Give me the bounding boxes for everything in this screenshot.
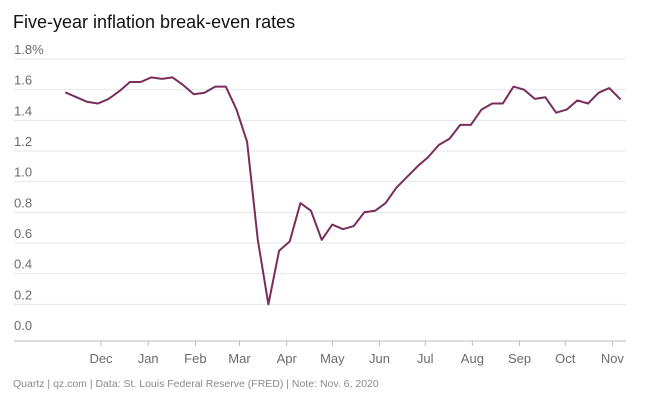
data-point [491, 103, 493, 105]
x-tick-label: Nov [601, 351, 625, 366]
x-tick-label: May [320, 351, 345, 366]
data-point [395, 187, 397, 189]
data-point [278, 250, 280, 252]
data-point [608, 87, 610, 89]
data-point [246, 141, 248, 143]
data-point [353, 225, 355, 227]
data-point [534, 98, 536, 100]
data-point [544, 96, 546, 98]
y-tick-label: 1.2 [14, 134, 32, 149]
y-tick-label: 0.2 [14, 287, 32, 302]
data-point [182, 84, 184, 86]
data-point [257, 239, 259, 241]
series-layer [65, 76, 621, 306]
data-point [289, 241, 291, 243]
data-point [523, 89, 525, 91]
y-tick-label: 0.8 [14, 195, 32, 210]
y-axis-labels: 0.0 0.2 0.4 0.6 0.8 1.0 1.2 1.4 1.6 1.8% [14, 42, 44, 333]
data-point [363, 211, 365, 213]
x-tick-label: Feb [184, 351, 206, 366]
data-point [385, 202, 387, 204]
x-tick-label: Mar [228, 351, 251, 366]
data-point [172, 76, 174, 78]
data-point [427, 156, 429, 158]
y-tick-label: 0.0 [14, 318, 32, 333]
y-tick-label: 0.6 [14, 226, 32, 241]
x-tick-label: Aug [461, 351, 484, 366]
source-note: Quartz | qz.com | Data: St. Louis Federa… [13, 378, 379, 390]
data-point [140, 81, 142, 83]
data-point [76, 96, 78, 98]
data-point [299, 202, 301, 204]
x-tick-label: Jan [138, 351, 159, 366]
y-tick-label: 0.4 [14, 257, 32, 272]
data-point [214, 86, 216, 88]
data-point [65, 92, 67, 94]
data-point [236, 109, 238, 111]
y-tick-label: 1.6 [14, 73, 32, 88]
data-point [576, 99, 578, 101]
x-tick-label: Jun [369, 351, 390, 366]
data-point [598, 92, 600, 94]
data-point [118, 90, 120, 92]
data-point [374, 210, 376, 212]
data-point [449, 138, 451, 140]
data-point [619, 98, 621, 100]
data-point [481, 109, 483, 111]
data-point [470, 124, 472, 126]
data-point [108, 98, 110, 100]
data-point [555, 112, 557, 114]
data-point [587, 103, 589, 105]
data-point [331, 224, 333, 226]
data-point [566, 109, 568, 111]
x-axis: Dec Jan Feb Mar Apr May Jun Jul Aug Sep Oct Nov [14, 340, 626, 366]
x-tick-label: Jul [417, 351, 434, 366]
data-point [267, 303, 269, 305]
data-point [513, 86, 515, 88]
chart-title: Five-year inflation break-even rates [13, 12, 296, 32]
data-point [321, 239, 323, 241]
data-point [161, 78, 163, 80]
gridlines [14, 58, 626, 305]
y-tick-label: 1.4 [14, 103, 32, 118]
data-point [406, 176, 408, 178]
x-tick-label: Oct [555, 351, 576, 366]
data-point [417, 165, 419, 167]
x-tick-label: Dec [89, 351, 113, 366]
data-point [310, 210, 312, 212]
data-point [502, 103, 504, 105]
series-line [65, 76, 621, 306]
data-point [97, 103, 99, 105]
data-point [204, 92, 206, 94]
x-tick-label: Sep [508, 351, 531, 366]
data-point [225, 86, 227, 88]
data-point [438, 144, 440, 146]
y-tick-label: 1.0 [14, 165, 32, 180]
data-point [459, 124, 461, 126]
x-tick-label: Apr [277, 351, 298, 366]
data-point [193, 93, 195, 95]
data-point [129, 81, 131, 83]
data-point [150, 76, 152, 78]
data-point [342, 228, 344, 230]
data-point [86, 101, 88, 103]
y-tick-label: 1.8% [14, 42, 44, 57]
